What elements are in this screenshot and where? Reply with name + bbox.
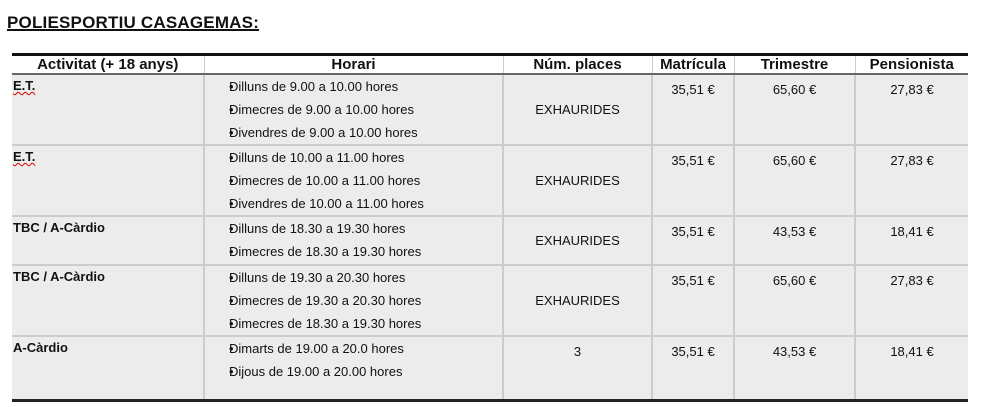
table-row: E.T. Dilluns de 10.00 a 11.00 horesDimec… bbox=[12, 144, 968, 216]
matricula-cell: 35,51 € bbox=[651, 73, 734, 145]
activity-cell: E.T. bbox=[12, 73, 204, 145]
schedule-cell: Dilluns de 9.00 a 10.00 horesDimecres de… bbox=[203, 73, 503, 145]
pensionista-cell: 27,83 € bbox=[854, 73, 968, 145]
table-row: TBC / A-Càrdio Dilluns de 19.30 a 20.30 … bbox=[12, 264, 968, 336]
matricula-cell: 35,51 € bbox=[651, 335, 734, 400]
page-title: POLIESPORTIU CASAGEMAS: bbox=[7, 13, 260, 32]
activity-name: E.T. bbox=[13, 78, 36, 93]
schedule-item: Divendres de 9.00 a 10.00 hores bbox=[205, 121, 502, 144]
pensionista-cell: 18,41 € bbox=[854, 335, 968, 400]
header-matricula: Matrícula bbox=[651, 54, 734, 75]
schedule-item: Dilluns de 9.00 a 10.00 hores bbox=[205, 75, 502, 98]
activity-name: TBC / A-Càrdio bbox=[13, 220, 105, 235]
places-cell: EXHAURIDES bbox=[502, 264, 652, 336]
matricula-cell: 35,51 € bbox=[651, 215, 734, 265]
trimestre-cell: 65,60 € bbox=[733, 144, 855, 216]
activity-cell: TBC / A-Càrdio bbox=[12, 264, 204, 336]
header-places: Núm. places bbox=[502, 54, 652, 75]
places-cell: EXHAURIDES bbox=[502, 144, 652, 216]
header-trimestre: Trimestre bbox=[733, 54, 855, 75]
schedule-table: Activitat (+ 18 anys) Horari Núm. places… bbox=[12, 53, 968, 402]
trimestre-cell: 43,53 € bbox=[733, 335, 855, 400]
activity-name: TBC / A-Càrdio bbox=[13, 269, 105, 284]
trimestre-cell: 43,53 € bbox=[733, 215, 855, 265]
schedule-item: Dimecres de 18.30 a 19.30 hores bbox=[205, 312, 502, 335]
header-row: Activitat (+ 18 anys) Horari Núm. places… bbox=[12, 54, 968, 75]
header-activity: Activitat (+ 18 anys) bbox=[12, 54, 204, 75]
places-cell: 3 bbox=[502, 335, 652, 400]
matricula-cell: 35,51 € bbox=[651, 144, 734, 216]
activity-cell: E.T. bbox=[12, 144, 204, 216]
schedule-cell: Dilluns de 10.00 a 11.00 horesDimecres d… bbox=[203, 144, 503, 216]
header-pensionista: Pensionista bbox=[854, 54, 968, 75]
schedule-item: Dijous de 19.00 a 20.00 hores bbox=[205, 360, 502, 383]
schedule-item: Dilluns de 10.00 a 11.00 hores bbox=[205, 146, 502, 169]
pensionista-cell: 27,83 € bbox=[854, 264, 968, 336]
schedule-item: Dimecres de 9.00 a 10.00 hores bbox=[205, 98, 502, 121]
table-row: E.T. Dilluns de 9.00 a 10.00 horesDimecr… bbox=[12, 73, 968, 145]
trimestre-cell: 65,60 € bbox=[733, 264, 855, 336]
activity-cell: TBC / A-Càrdio bbox=[12, 215, 204, 265]
table-row: A-Càrdio Dimarts de 19.00 a 20.0 horesDi… bbox=[12, 335, 968, 400]
schedule-cell: Dimarts de 19.00 a 20.0 horesDijous de 1… bbox=[203, 335, 503, 400]
activity-name: A-Càrdio bbox=[13, 340, 68, 355]
pensionista-cell: 27,83 € bbox=[854, 144, 968, 216]
schedule-item: Dilluns de 18.30 a 19.30 hores bbox=[205, 217, 502, 240]
table-row: TBC / A-Càrdio Dilluns de 18.30 a 19.30 … bbox=[12, 215, 968, 265]
schedule-item: Dimecres de 10.00 a 11.00 hores bbox=[205, 169, 502, 192]
schedule-item: Dimarts de 19.00 a 20.0 hores bbox=[205, 337, 502, 360]
matricula-cell: 35,51 € bbox=[651, 264, 734, 336]
schedule-cell: Dilluns de 18.30 a 19.30 horesDimecres d… bbox=[203, 215, 503, 265]
places-cell: EXHAURIDES bbox=[502, 73, 652, 145]
header-schedule: Horari bbox=[203, 54, 503, 75]
activity-name: E.T. bbox=[13, 149, 36, 164]
schedule-cell: Dilluns de 19.30 a 20.30 horesDimecres d… bbox=[203, 264, 503, 336]
schedule-item: Dimecres de 18.30 a 19.30 hores bbox=[205, 240, 502, 263]
activity-cell: A-Càrdio bbox=[12, 335, 204, 400]
places-cell: EXHAURIDES bbox=[502, 215, 652, 265]
trimestre-cell: 65,60 € bbox=[733, 73, 855, 145]
schedule-item: Dilluns de 19.30 a 20.30 hores bbox=[205, 266, 502, 289]
schedule-item: Divendres de 10.00 a 11.00 hores bbox=[205, 192, 502, 215]
pensionista-cell: 18,41 € bbox=[854, 215, 968, 265]
schedule-item: Dimecres de 19.30 a 20.30 hores bbox=[205, 289, 502, 312]
